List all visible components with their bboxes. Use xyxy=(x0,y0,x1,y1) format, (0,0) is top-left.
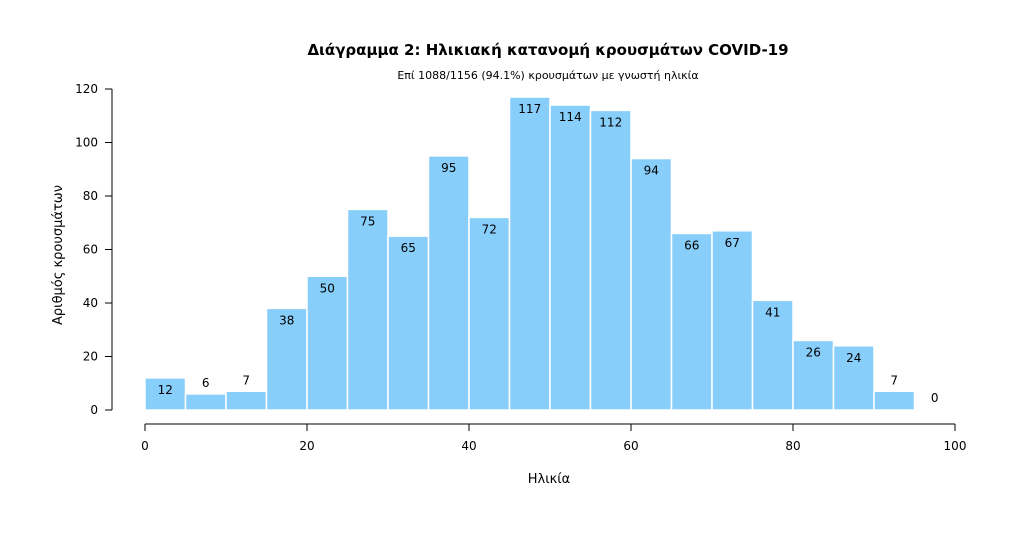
y-tick-label: 20 xyxy=(83,350,98,364)
bar-value-label: 7 xyxy=(242,373,250,387)
histogram-bar xyxy=(589,109,632,411)
bar-value-label: 95 xyxy=(441,161,456,175)
histogram-bar xyxy=(306,275,349,411)
bar-value-label: 112 xyxy=(599,115,622,129)
bar-value-label: 24 xyxy=(846,351,861,365)
histogram-bar xyxy=(832,345,875,411)
y-tick-label: 120 xyxy=(75,82,98,96)
x-tick-label: 60 xyxy=(623,439,638,453)
histogram-bar xyxy=(549,104,592,411)
bar-value-label: 26 xyxy=(806,345,821,359)
x-tick-label: 0 xyxy=(141,439,149,453)
bar-value-label: 7 xyxy=(890,373,898,387)
bar-value-label: 65 xyxy=(401,241,416,255)
bar-value-label: 114 xyxy=(559,110,582,124)
bar-value-label: 94 xyxy=(644,164,659,178)
y-tick-label: 40 xyxy=(83,296,98,310)
histogram-bar xyxy=(427,155,470,411)
bar-value-label: 38 xyxy=(279,313,294,327)
bar-value-label: 66 xyxy=(684,238,699,252)
bar-value-label: 41 xyxy=(765,305,780,319)
histogram-bar xyxy=(225,390,268,411)
y-axis: 0 20 40 60 80 100 120 xyxy=(75,82,113,417)
histogram-bar xyxy=(630,157,673,411)
x-axis-label: Ηλικία xyxy=(528,472,571,487)
x-tick-label: 40 xyxy=(461,439,476,453)
chart-subtitle: Επί 1088/1156 (94.1%) κρουσμάτων με γνωσ… xyxy=(397,69,698,82)
histogram-bar xyxy=(873,390,916,411)
x-tick-label: 80 xyxy=(785,439,800,453)
bars-group xyxy=(144,96,916,411)
histogram-bar xyxy=(670,232,713,411)
chart-title: Διάγραμμα 2: Ηλικιακή κατανομή κρουσμάτω… xyxy=(307,41,788,59)
histogram-bar xyxy=(265,307,308,411)
histogram-bar xyxy=(387,235,430,411)
y-tick-label: 80 xyxy=(83,189,98,203)
bar-value-label: 67 xyxy=(725,236,740,250)
bar-value-label: 12 xyxy=(158,383,173,397)
y-tick-label: 60 xyxy=(83,243,98,257)
x-tick-label: 100 xyxy=(944,439,967,453)
y-tick-label: 100 xyxy=(75,136,98,150)
bar-value-label: 72 xyxy=(482,222,497,236)
histogram-bar xyxy=(751,299,794,411)
histogram-bar xyxy=(346,208,389,411)
bar-value-label: 6 xyxy=(202,376,210,390)
y-axis-label: Αριθμός κρουσμάτων xyxy=(51,185,66,325)
histogram-bar xyxy=(184,393,227,411)
bar-value-label: 0 xyxy=(931,391,939,405)
x-tick-label: 20 xyxy=(299,439,314,453)
bar-value-label: 50 xyxy=(320,281,335,295)
histogram-bar xyxy=(468,216,511,411)
bar-value-label: 75 xyxy=(360,214,375,228)
bar-value-label: 117 xyxy=(518,102,541,116)
histogram-bar xyxy=(508,96,551,411)
y-tick-label: 0 xyxy=(90,403,98,417)
histogram-bar xyxy=(144,377,187,411)
histogram-bar xyxy=(711,230,754,411)
x-axis: 0 20 40 60 80 100 xyxy=(141,423,967,453)
